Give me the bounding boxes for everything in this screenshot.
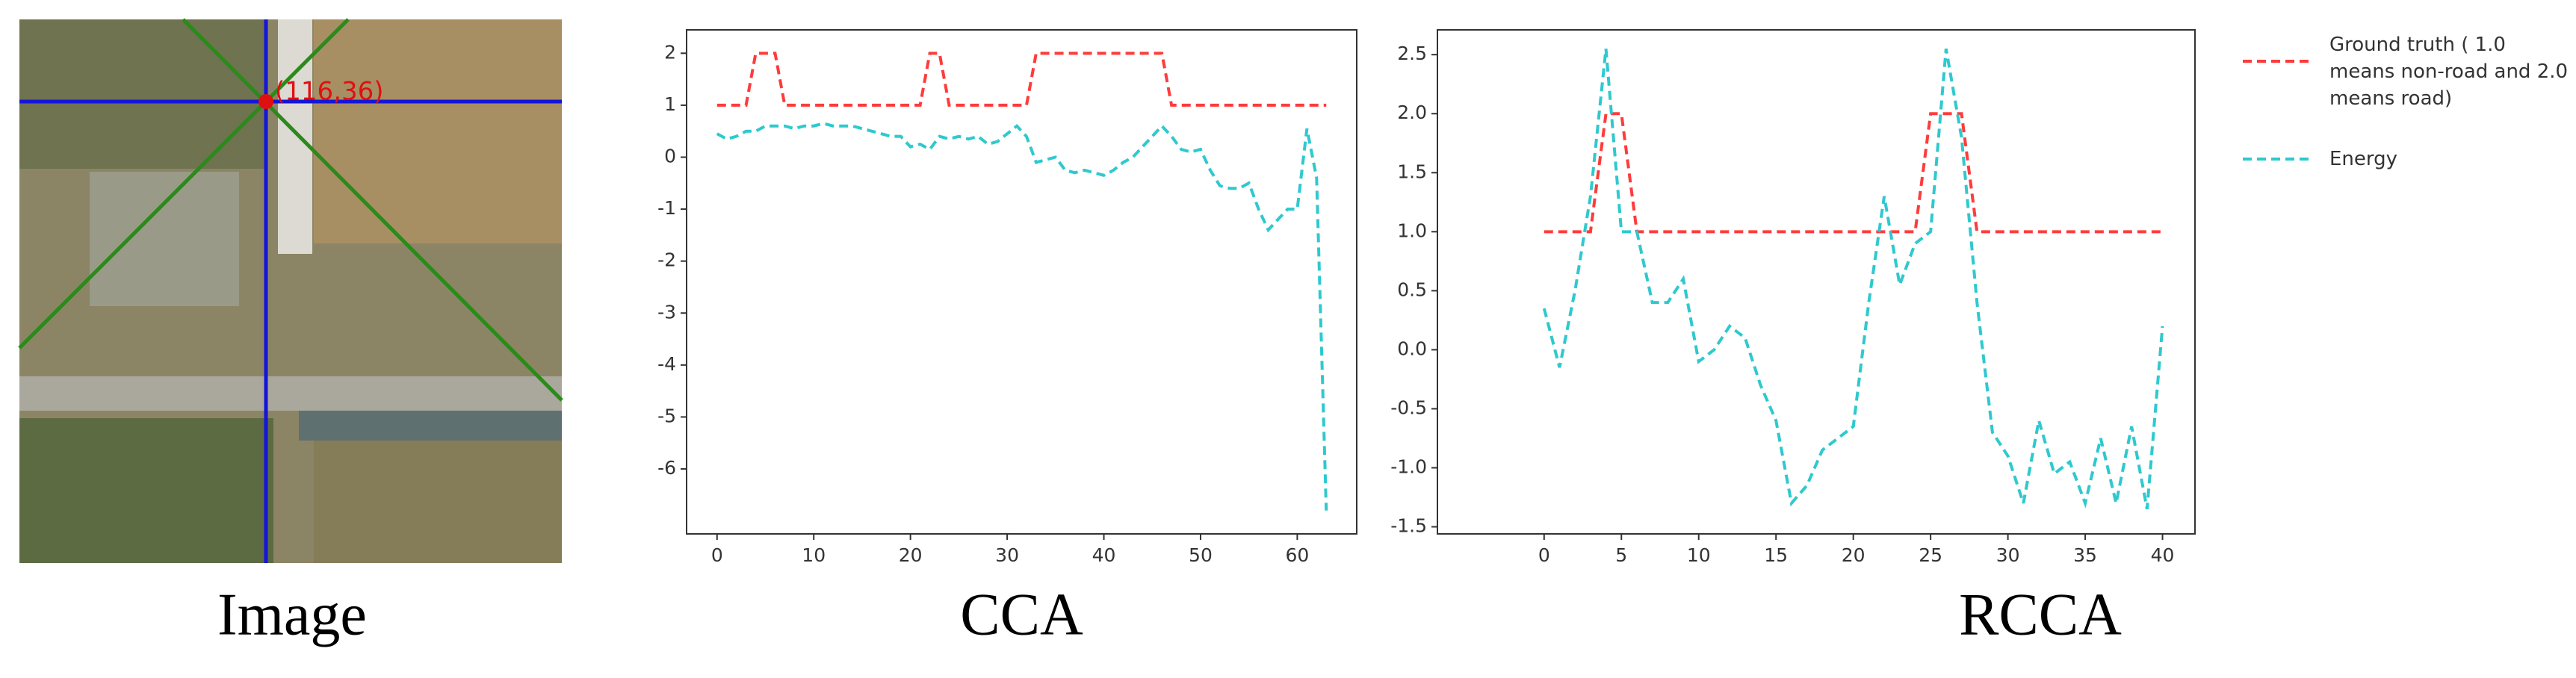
x-tick-label: 0: [711, 544, 723, 566]
x-tick-label: 10: [802, 544, 826, 566]
road: [278, 19, 312, 254]
trees: [19, 19, 266, 169]
x-tick-label: 5: [1615, 544, 1627, 566]
y-tick-label: 2.0: [1397, 102, 1427, 123]
data-line: [1544, 112, 2163, 234]
caption: RCCA: [1959, 582, 2122, 647]
y-tick-label: -0.5: [1390, 396, 1427, 418]
y-tick-label: -1.5: [1390, 515, 1427, 537]
x-tick-label: 20: [899, 544, 923, 566]
y-tick-label: 2: [664, 41, 676, 63]
caption: CCA: [960, 582, 1083, 647]
plot-frame: [686, 29, 1357, 535]
caption: Image: [217, 582, 367, 647]
x-tick-label: 60: [1285, 544, 1309, 566]
x-tick-label: 40: [2151, 544, 2175, 566]
y-tick-label: -5: [657, 405, 676, 426]
x-tick-label: 0: [1538, 544, 1550, 566]
y-tick-label: 0.5: [1397, 279, 1427, 300]
data-line: [1542, 48, 2164, 510]
field: [314, 19, 562, 243]
y-tick-label: -1: [657, 197, 676, 219]
y-tick-label: -4: [657, 353, 676, 375]
data-line: [716, 122, 1328, 511]
trees: [19, 418, 273, 563]
road: [19, 376, 562, 411]
y-tick-label: 0: [664, 145, 676, 167]
x-tick-label: 20: [1842, 544, 1866, 566]
aerial-image: (116,36): [18, 18, 563, 563]
y-tick-label: 1.5: [1397, 161, 1427, 182]
y-tick-label: 1: [664, 93, 676, 115]
plot-frame: [1437, 29, 2196, 535]
diagonal-line: [182, 18, 563, 402]
y-tick-label: -2: [657, 249, 676, 271]
y-tick-label: -1.0: [1390, 455, 1427, 477]
x-tick-label: 30: [995, 544, 1019, 566]
legend-label: Energy: [2329, 148, 2398, 170]
x-tick-label: 40: [1092, 544, 1116, 566]
roof: [299, 411, 562, 441]
y-tick-label: -3: [657, 301, 676, 323]
x-tick-label: 50: [1189, 544, 1213, 566]
x-tick-label: 15: [1764, 544, 1788, 566]
x-tick-label: 10: [1687, 544, 1711, 566]
y-tick-label: 0.0: [1397, 338, 1427, 359]
legend-label: Ground truth ( 1.0 means non-road and 2.…: [2329, 34, 2569, 110]
x-tick-label: 25: [1919, 544, 1942, 566]
y-tick-label: -6: [657, 457, 676, 479]
point: [258, 94, 273, 109]
diagonal-line: [18, 18, 350, 349]
x-tick-label: 30: [1996, 544, 2020, 566]
lot: [90, 172, 239, 306]
y-tick-label: 2.5: [1397, 43, 1427, 64]
point-label: (116,36): [275, 77, 384, 107]
data-line: [716, 52, 1327, 107]
y-tick-label: 1.0: [1397, 220, 1427, 241]
x-tick-label: 35: [2073, 544, 2097, 566]
field: [314, 418, 562, 563]
